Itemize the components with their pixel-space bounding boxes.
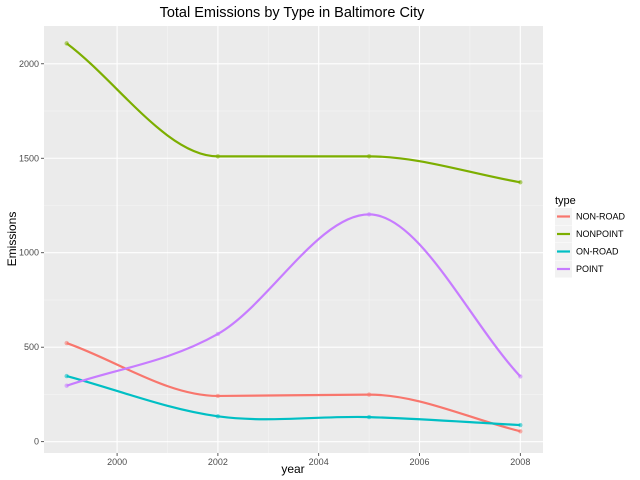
legend-item-on-road: ON-ROAD xyxy=(555,243,619,260)
series-line-nonpoint xyxy=(66,42,521,184)
y-tick-label: 1500 xyxy=(19,153,39,163)
legend-label: ON-ROAD xyxy=(576,247,619,257)
x-tick-label: 2002 xyxy=(208,457,228,467)
series-line-on-road xyxy=(66,375,521,427)
y-tick-label: 2000 xyxy=(19,59,39,69)
series-line-point xyxy=(66,213,522,387)
plot-panel xyxy=(44,26,543,453)
data-point-non-road xyxy=(518,429,523,434)
chart-title: Total Emissions by Type in Baltimore Cit… xyxy=(160,5,426,21)
data-point-point xyxy=(215,331,221,337)
y-axis-title: Emissions xyxy=(5,212,19,267)
y-tick-label: 1000 xyxy=(19,248,39,258)
legend-title: type xyxy=(555,195,576,207)
data-point-nonpoint xyxy=(518,180,523,185)
x-tick-label: 2004 xyxy=(309,457,329,467)
legend-label: POINT xyxy=(576,264,604,274)
data-point-non-road xyxy=(64,340,69,346)
legend-label: NON-ROAD xyxy=(576,212,625,222)
data-point-nonpoint xyxy=(215,154,221,159)
data-point-on-road xyxy=(366,414,372,420)
series-line-non-road xyxy=(66,341,521,433)
x-tick-label: 2008 xyxy=(510,457,530,467)
data-point-point xyxy=(64,383,69,388)
legend-item-point: POINT xyxy=(555,260,604,278)
data-points xyxy=(64,41,523,434)
legend: type NON-ROAD NONPOINT ON-ROAD POINT xyxy=(555,195,625,278)
data-point-on-road xyxy=(518,422,523,428)
data-point-point xyxy=(518,374,523,379)
data-point-on-road xyxy=(215,414,221,419)
x-axis-ticks: 2000 2002 2004 2006 2008 xyxy=(107,453,530,467)
data-point-point xyxy=(366,212,372,217)
legend-item-nonpoint: NONPOINT xyxy=(555,225,624,243)
y-axis-ticks: 0 500 1000 1500 2000 xyxy=(19,59,44,447)
y-tick-label: 500 xyxy=(24,342,39,352)
data-point-non-road xyxy=(215,393,221,399)
legend-label: NONPOINT xyxy=(576,229,624,239)
x-tick-label: 2006 xyxy=(409,457,429,467)
legend-item-non-road: NON-ROAD xyxy=(555,208,625,225)
x-axis-title: year xyxy=(281,462,304,476)
minor-gridlines xyxy=(44,26,543,453)
y-tick-label: 0 xyxy=(34,437,39,447)
data-point-on-road xyxy=(64,373,69,379)
data-point-nonpoint xyxy=(64,41,69,46)
data-point-non-road xyxy=(366,392,372,397)
series-lines xyxy=(66,42,522,433)
x-tick-label: 2000 xyxy=(107,457,127,467)
data-point-nonpoint xyxy=(366,154,372,159)
